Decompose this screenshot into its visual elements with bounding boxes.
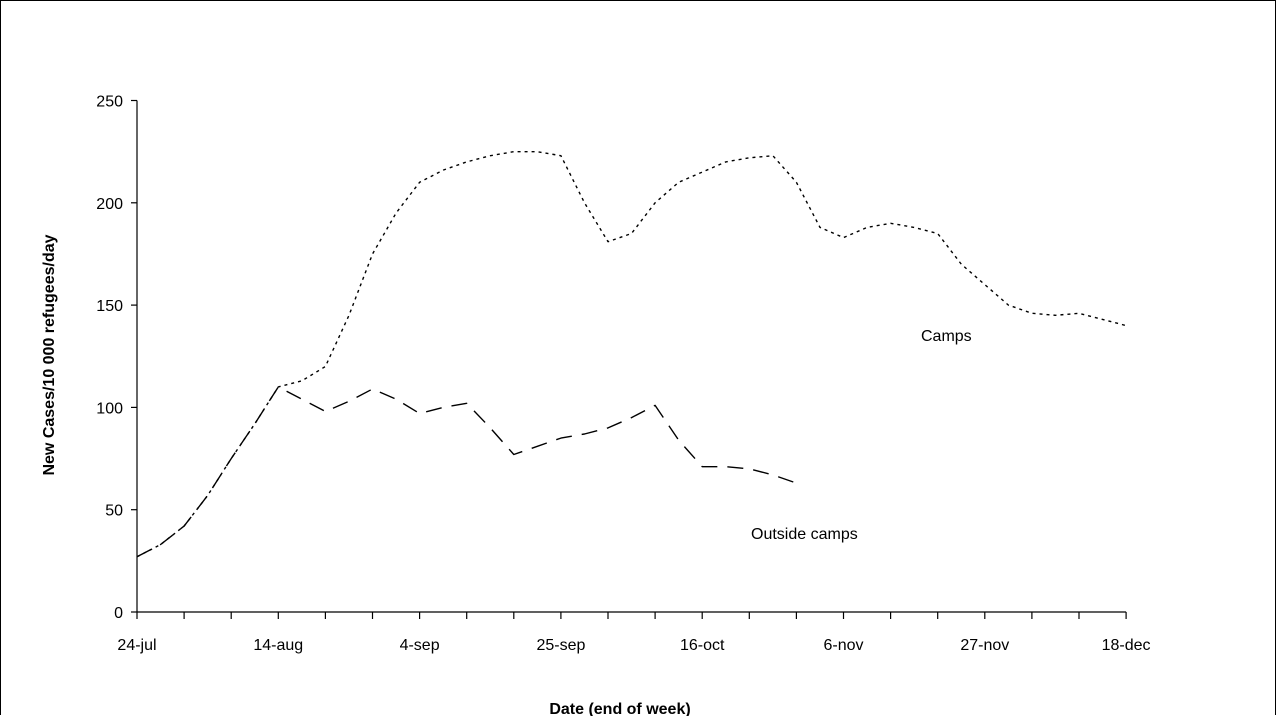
series-line-outside-camps [136,386,797,558]
x-tick-label: 14-aug [253,637,303,654]
y-tick-label: 50 [105,503,123,520]
y-axis-ticks: 0 50 100 150 200 250 [96,94,137,622]
x-tick-label: 18-dec [1102,637,1151,654]
y-tick-label: 0 [114,605,123,622]
x-tick-label: 4-sep [400,637,440,654]
annotation-camps: Camps [921,328,972,345]
y-tick-label: 150 [96,298,123,315]
x-axis-title: Date (end of week) [549,701,690,716]
y-tick-label: 100 [96,400,123,417]
x-tick-label: 24-jul [117,637,156,654]
series-lines [136,150,1127,558]
x-axis-ticks: 24-jul 14-aug 4-sep 25-sep 16-oct 6-nov 27-nov… [117,612,1151,654]
y-tick-label: 200 [96,196,123,213]
x-tick-label: 6-nov [823,637,863,654]
series-line-camps [136,150,1127,558]
x-tick-label: 27-nov [960,637,1009,654]
chart-axes [136,100,1127,613]
annotation-outside-camps: Outside camps [751,526,858,543]
y-axis-title: New Cases/10 000 refugees/day [41,234,58,475]
x-tick-label: 16-oct [680,637,725,654]
y-tick-label: 250 [96,94,123,111]
x-tick-label: 25-sep [536,637,585,654]
